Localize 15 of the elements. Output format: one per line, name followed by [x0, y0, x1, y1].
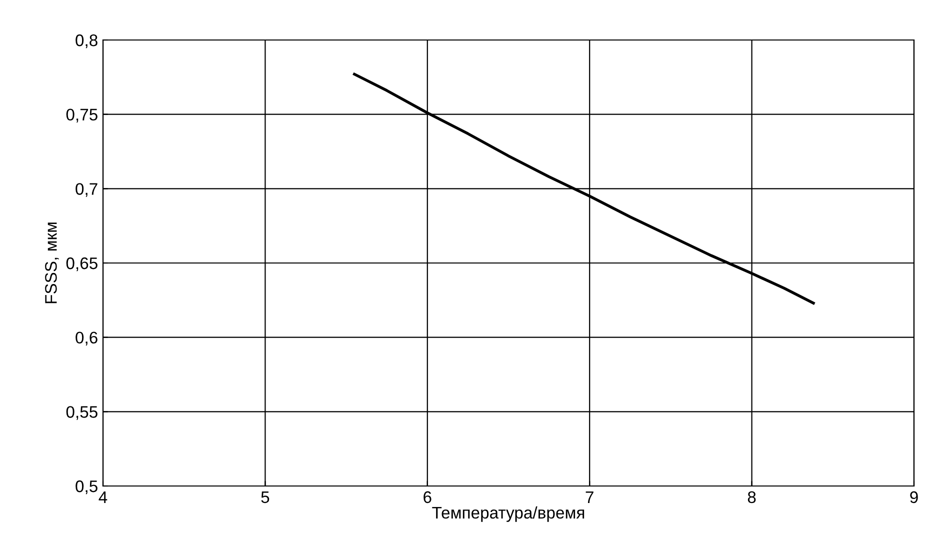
y-tick-label: 0,75: [66, 108, 98, 123]
y-tick-label: 0,55: [66, 406, 98, 420]
y-axis-title: FSSS, мкм: [45, 222, 59, 304]
x-tick-label: 8: [748, 491, 756, 504]
x-tick-label: 6: [424, 491, 432, 504]
x-axis-title: Температура/время: [432, 506, 584, 522]
x-tick-label: 7: [586, 491, 594, 503]
y-tick-label: 0,7: [76, 183, 98, 197]
x-tick-label: 4: [98, 491, 108, 503]
y-tick-label: 0,5: [76, 480, 98, 494]
y-tick-label: 0,6: [76, 332, 98, 346]
x-tick-label: 9: [910, 491, 918, 504]
y-tick-label: 0,8: [76, 34, 98, 48]
x-tick-label: 5: [261, 491, 270, 504]
y-tick-label: 0,65: [66, 257, 98, 272]
